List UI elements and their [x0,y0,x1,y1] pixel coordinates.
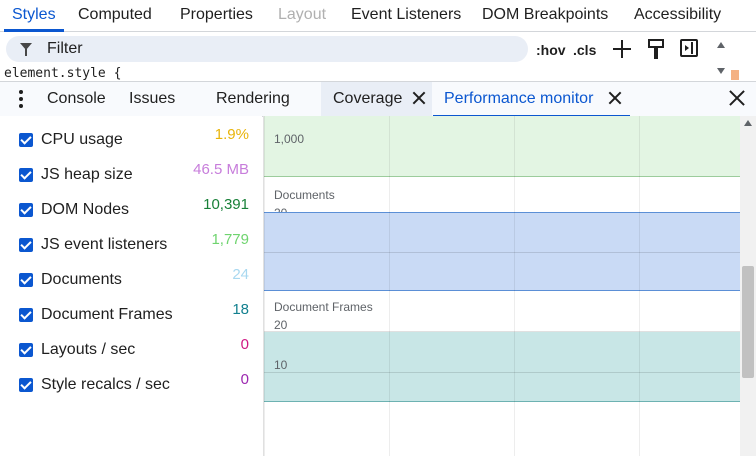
hov-toggle-button[interactable]: :hov [536,42,566,58]
frames-band [264,332,741,402]
metric-value: 46.5 MB [193,161,249,178]
tab-event-listeners[interactable]: Event Listeners [351,6,462,23]
metrics-list: CPU usage 1.9% JS heap size 46.5 MB DOM … [0,116,262,456]
metric-label: JS event listeners [41,236,168,253]
documents-title: Documents [274,188,335,202]
metric-checkbox[interactable] [19,308,33,322]
metric-checkbox[interactable] [19,238,33,252]
metric-value: 0 [240,336,249,353]
close-coverage-icon[interactable] [412,91,426,105]
drawer-tab-rendering[interactable]: Rendering [216,90,290,107]
metric-checkbox[interactable] [19,343,33,357]
styles-toolbar: Filter :hov .cls [0,32,756,66]
metric-value: 1,779 [211,231,249,248]
tab-computed[interactable]: Computed [78,6,152,23]
metric-value: 1.9% [214,126,249,143]
tab-styles[interactable]: Styles [4,0,64,32]
metric-value: 0 [240,371,249,388]
time-gridline [264,116,265,456]
metric-value: 24 [232,266,249,283]
tab-properties[interactable]: Properties [180,6,253,23]
metric-cpu-usage[interactable]: CPU usage 1.9% [0,123,262,158]
color-swatch [731,70,739,80]
metric-js-event-listeners[interactable]: JS event listeners 1,779 [0,228,262,263]
metric-label: Layouts / sec [41,341,136,358]
time-gridline [639,116,640,456]
metric-label: Documents [41,271,122,288]
time-gridline [389,116,390,456]
listeners-band [264,116,741,177]
metric-value: 18 [232,301,249,318]
metric-label: Style recalcs / sec [41,376,170,393]
toggle-sidebar-icon[interactable] [680,39,698,57]
drawer-tab-issues[interactable]: Issues [129,90,176,107]
frames-scale-mid-label: 10 [274,358,288,372]
drawer-scrollbar[interactable] [740,116,756,456]
scrollbar-thumb[interactable] [742,266,754,378]
metric-checkbox[interactable] [19,203,33,217]
filter-input[interactable]: Filter [6,36,528,62]
scroll-down-icon[interactable] [717,68,725,74]
time-gridline [514,116,515,456]
close-drawer-icon[interactable] [729,90,745,106]
element-style-rule: element.style { [4,66,122,81]
drawer-tab-performance-monitor[interactable]: Performance monitor [433,82,630,117]
paint-roller-icon[interactable] [648,39,664,59]
metric-document-frames[interactable]: Document Frames 18 [0,298,262,333]
filter-placeholder: Filter [47,40,83,57]
drawer-tab-bar: Console Issues Rendering Coverage Perfor… [0,81,756,117]
documents-gridline [264,252,741,253]
metric-layouts-per-sec[interactable]: Layouts / sec 0 [0,333,262,368]
listeners-scale-label: 1,000 [274,132,305,146]
metric-checkbox[interactable] [19,168,33,182]
styles-scrollbar[interactable] [713,34,729,80]
metric-label: CPU usage [41,131,123,148]
frames-mid-gridline [264,372,741,373]
metric-checkbox[interactable] [19,133,33,147]
filter-icon [20,43,32,56]
cls-toggle-button[interactable]: .cls [573,42,597,58]
tab-layout[interactable]: Layout [278,6,327,23]
scroll-up-icon[interactable] [744,120,752,126]
metric-documents[interactable]: Documents 24 [0,263,262,298]
metric-label: Document Frames [41,306,173,323]
tab-accessibility[interactable]: Accessibility [634,6,722,23]
metric-js-heap-size[interactable]: JS heap size 46.5 MB [0,158,262,193]
frames-scale-top-label: 20 [274,318,288,332]
drawer-tab-performance-monitor-label: Performance monitor [444,90,594,107]
scroll-up-icon[interactable] [717,42,725,48]
metric-checkbox[interactable] [19,378,33,392]
new-style-rule-icon[interactable] [613,40,631,58]
drawer-tab-coverage-label: Coverage [333,90,403,107]
metric-label: DOM Nodes [41,201,130,218]
metric-dom-nodes[interactable]: DOM Nodes 10,391 [0,193,262,228]
close-performance-monitor-icon[interactable] [608,91,622,105]
metric-label: JS heap size [41,166,133,183]
styles-pane-tabs: Styles Computed Properties Layout Event … [0,0,756,32]
metric-checkbox[interactable] [19,273,33,287]
documents-band [264,212,741,291]
metric-style-recalcs-per-sec[interactable]: Style recalcs / sec 0 [0,368,262,403]
metric-value: 10,391 [203,196,249,213]
more-tools-icon[interactable] [19,90,23,108]
frames-title: Document Frames [274,300,373,314]
performance-chart: 1,000 Documents 20 Document Frames 20 10 [263,116,741,456]
tab-dom-breakpoints[interactable]: DOM Breakpoints [482,6,609,23]
drawer-tab-console[interactable]: Console [47,90,106,107]
frames-top-gridline [264,331,741,332]
